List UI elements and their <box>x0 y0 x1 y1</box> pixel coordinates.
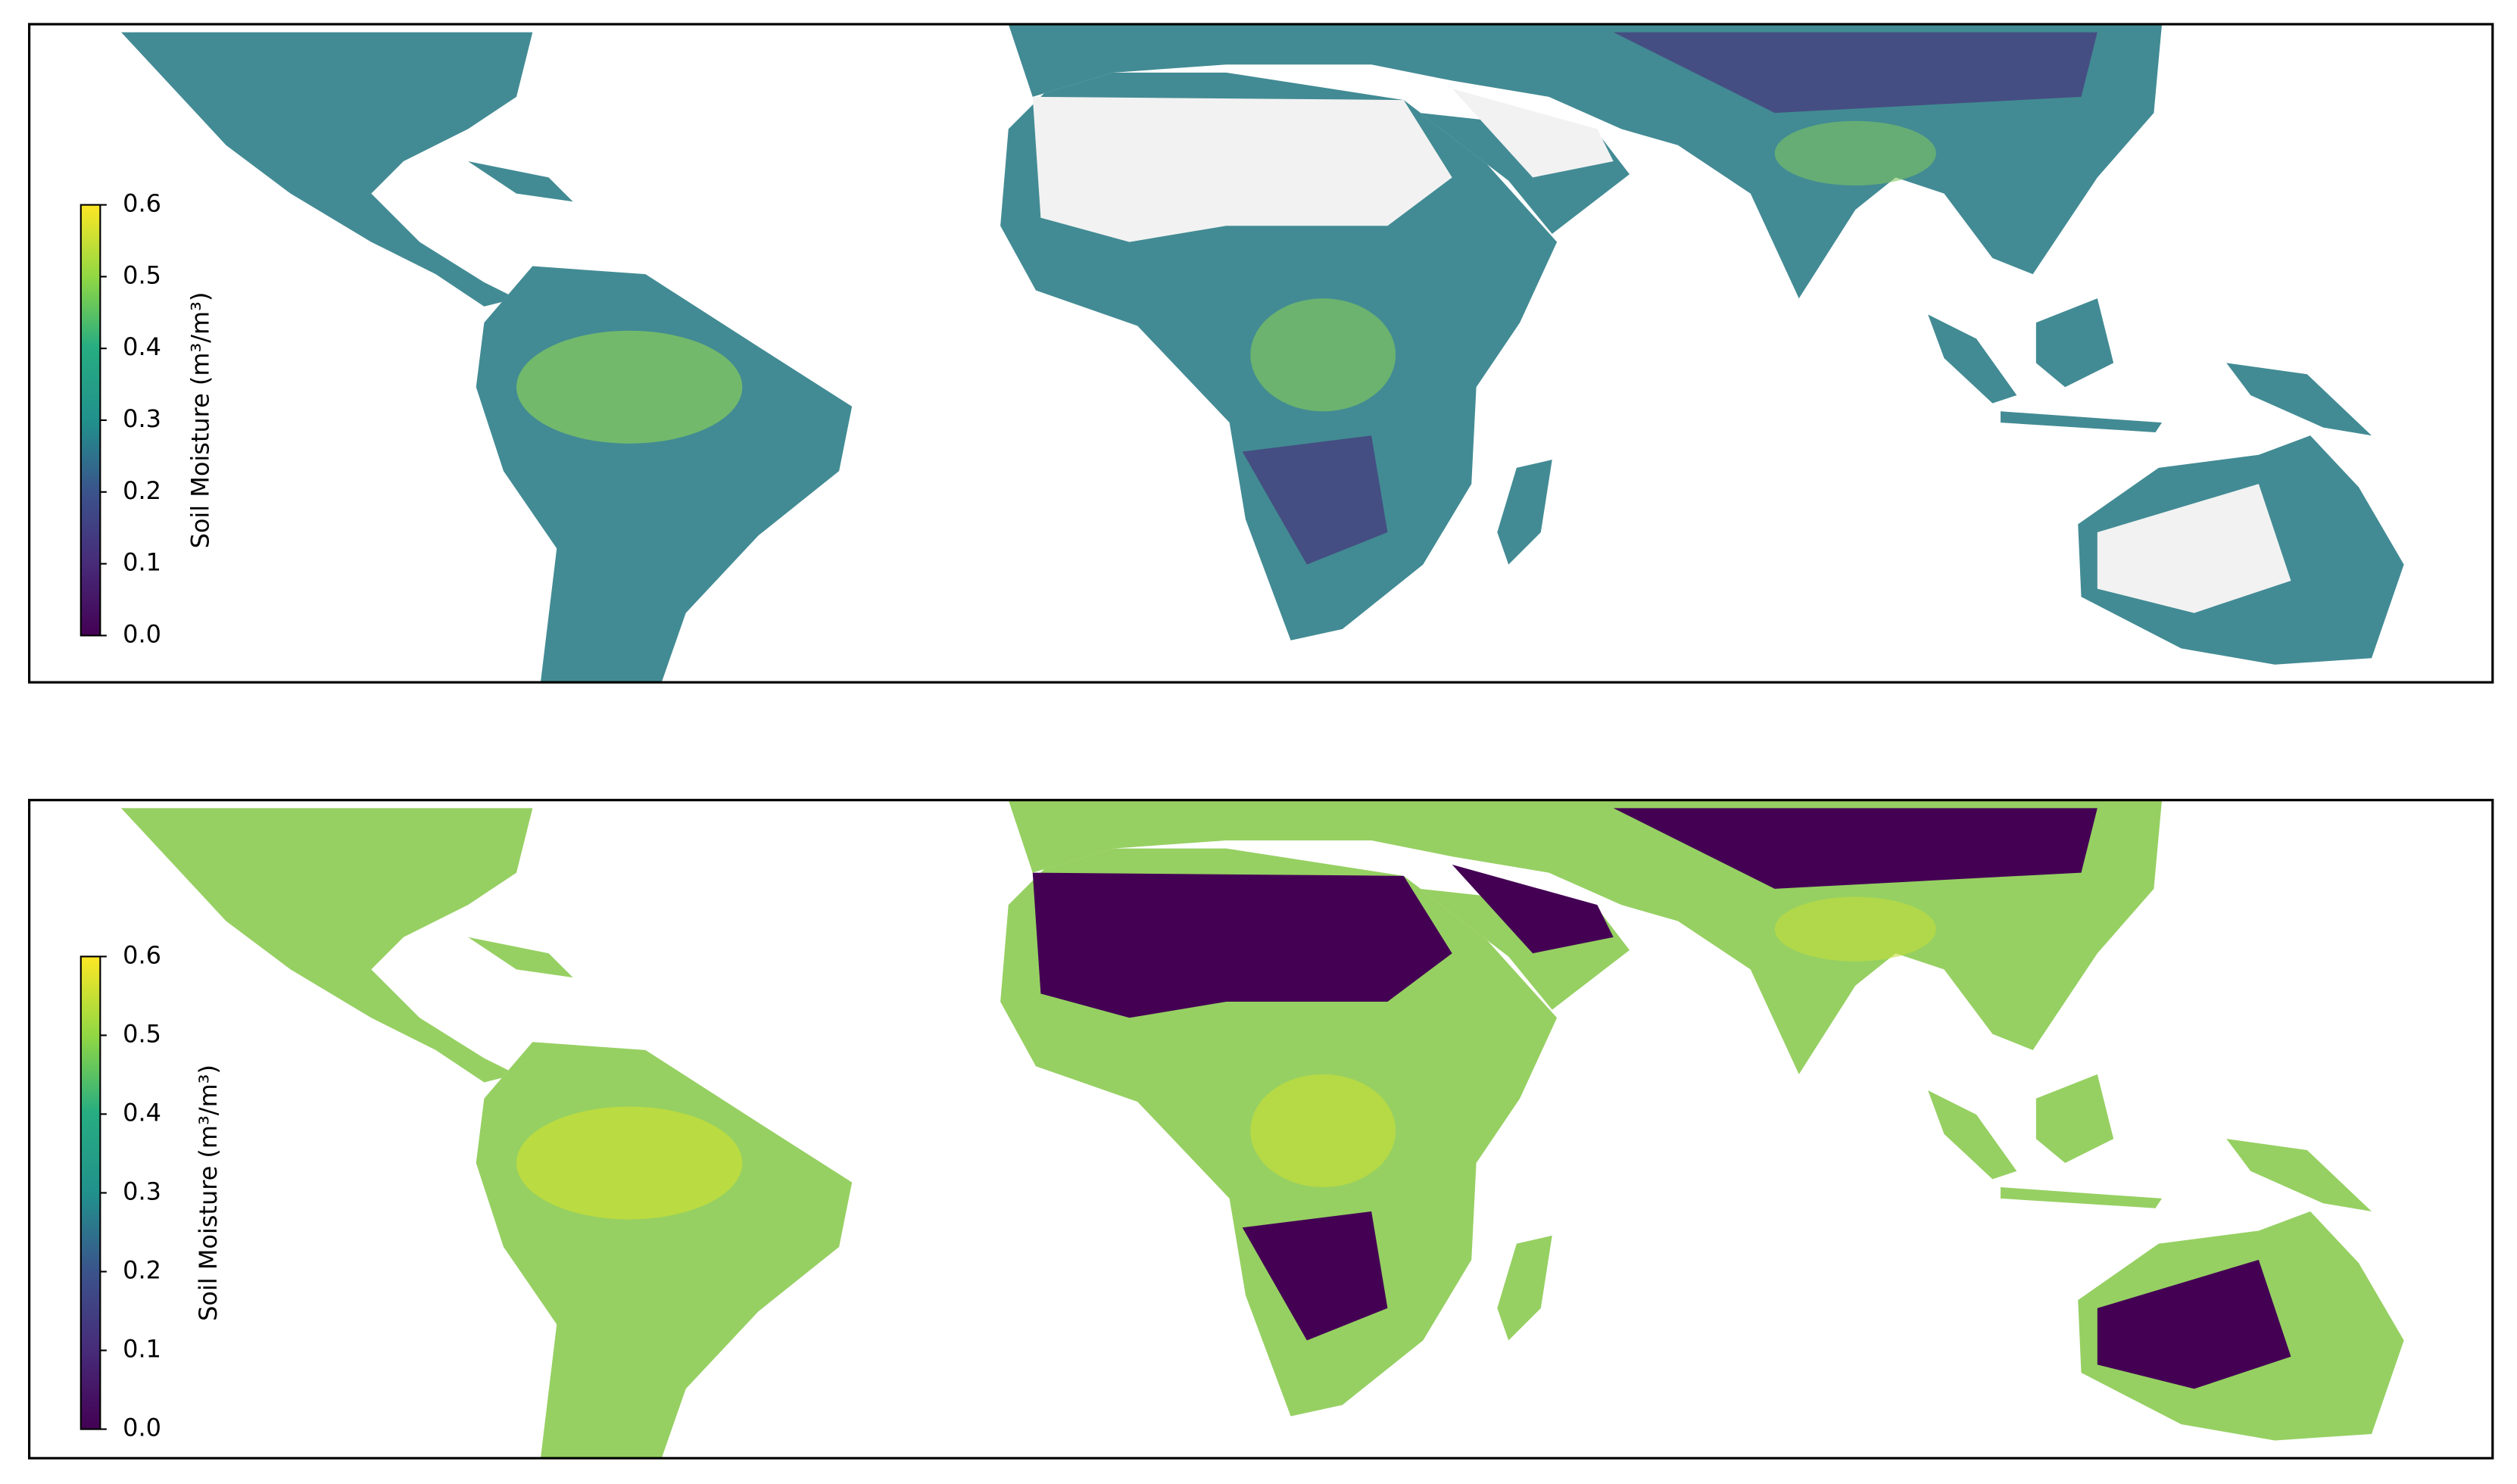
soil-moisture-region <box>121 32 533 307</box>
soil-moisture-region <box>468 937 573 978</box>
soil-moisture-region <box>2226 363 2372 436</box>
map-panel: 0.0 0.1 0.2 0.3 0.4 0.5 0.6 Soil Moisture (m³/m… <box>28 23 2494 684</box>
colorbar <box>80 204 101 637</box>
desert-region <box>2097 484 2291 613</box>
land <box>121 23 2404 683</box>
soil-moisture-region <box>1928 314 2017 404</box>
panel-frame <box>28 799 2494 1460</box>
colorbar <box>80 956 101 1430</box>
colorbar-tick-label: 0.1 <box>123 548 161 577</box>
soil-moisture-region <box>1497 1235 1552 1341</box>
panel-frame <box>28 23 2494 684</box>
colorbar-label: Soil Moisture (m³/m³) <box>186 292 215 549</box>
colorbar-tick-label: 0.4 <box>123 332 161 361</box>
colorbar-tick-label: 0.6 <box>123 189 161 218</box>
colorbar-tick-label: 0.5 <box>123 260 161 289</box>
wet-region <box>1774 896 1936 962</box>
wet-region <box>516 1106 743 1220</box>
colorbar-tick-label: 0.4 <box>123 1098 161 1127</box>
colorbar-tick-label: 0.0 <box>123 1414 161 1442</box>
colorbar-tick-label: 0.3 <box>123 404 161 433</box>
soil-moisture-region <box>121 808 533 1083</box>
wet-region <box>516 330 743 444</box>
wet-region <box>1774 120 1936 186</box>
dry-region <box>1613 808 2098 889</box>
soil-moisture-region <box>2226 1139 2372 1211</box>
colorbar-tick-label: 0.2 <box>123 476 161 505</box>
colorbar-tick-label: 0.0 <box>123 619 161 648</box>
land <box>121 800 2404 1458</box>
dry-region <box>1242 435 1388 565</box>
wet-region <box>1250 1074 1396 1187</box>
desert-region <box>1032 96 1452 242</box>
soil-moisture-region <box>2001 1187 2163 1208</box>
desert-region <box>1452 864 1614 954</box>
soil-moisture-region <box>2035 1074 2114 1164</box>
desert-region <box>1032 872 1452 1018</box>
colorbar-tick-label: 0.2 <box>123 1255 161 1284</box>
map-panel: 0.0 0.1 0.2 0.3 0.4 0.5 0.6 Soil Moisture (m³/m… <box>28 799 2494 1460</box>
soil-moisture-region <box>1928 1090 2017 1180</box>
map <box>121 23 2404 683</box>
soil-moisture-region <box>2001 411 2163 432</box>
soil-moisture-region <box>476 266 853 683</box>
colorbar-tick-label: 0.6 <box>123 940 161 969</box>
desert-region <box>1452 89 1614 178</box>
wet-region <box>1250 298 1396 412</box>
colorbar-label: Soil Moisture (m³/m³) <box>194 1065 223 1321</box>
soil-moisture-region <box>2035 298 2114 388</box>
soil-moisture-region <box>468 161 573 202</box>
desert-region <box>2097 1259 2291 1389</box>
colorbar-tick-label: 0.1 <box>123 1335 161 1364</box>
dry-region <box>1242 1211 1388 1341</box>
dry-region <box>1613 32 2098 114</box>
colorbar-tick-label: 0.3 <box>123 1177 161 1205</box>
soil-moisture-region <box>1497 460 1552 565</box>
map <box>121 800 2404 1458</box>
soil-moisture-region <box>476 1042 853 1458</box>
colorbar-tick-label: 0.5 <box>123 1019 161 1048</box>
